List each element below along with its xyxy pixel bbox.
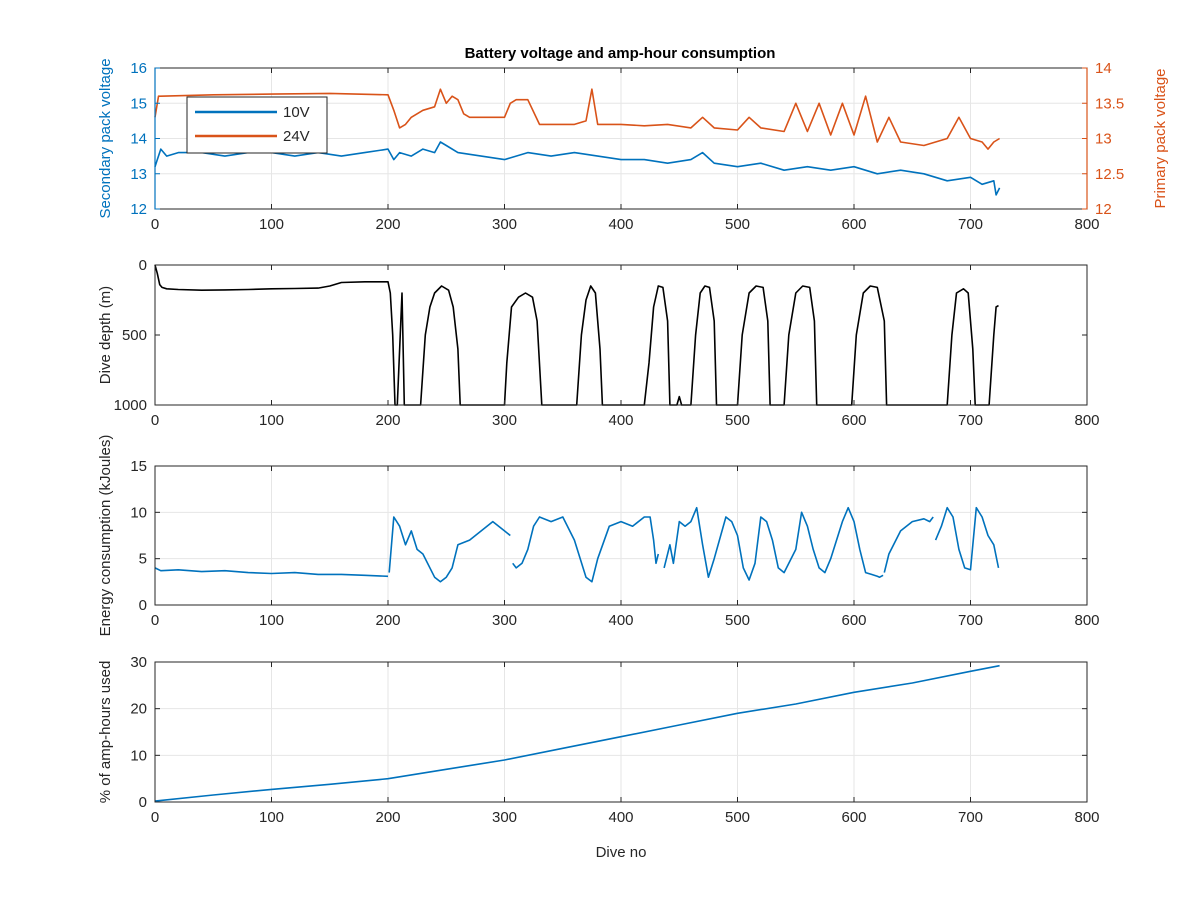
- series-line-3: [663, 506, 884, 581]
- y-tick-label: 10: [130, 504, 147, 521]
- y-tick-label: 0: [139, 597, 147, 614]
- y-right-tick-label: 14: [1095, 60, 1112, 77]
- y-tick-label: 500: [122, 327, 147, 344]
- y-axis-label: Energy consumption (kJoules): [97, 435, 114, 637]
- x-tick-label: 200: [375, 412, 400, 429]
- x-tick-label: 100: [259, 809, 284, 826]
- x-tick-label: 100: [259, 612, 284, 629]
- series-line-0: [154, 664, 1000, 802]
- y-tick-label: 20: [130, 701, 147, 718]
- x-tick-label: 600: [841, 612, 866, 629]
- x-tick-label: 0: [151, 612, 159, 629]
- x-tick-label: 800: [1074, 809, 1099, 826]
- y-right-tick-label: 12.5: [1095, 166, 1124, 183]
- x-tick-label: 700: [958, 412, 983, 429]
- x-tick-label: 600: [841, 412, 866, 429]
- y-tick-label: 10: [130, 747, 147, 764]
- series-group: [154, 506, 1000, 583]
- x-tick-label: 200: [375, 216, 400, 233]
- x-tick-label: 500: [725, 412, 750, 429]
- y-tick-label: 16: [130, 60, 147, 77]
- x-tick-label: 700: [958, 216, 983, 233]
- y-tick-label: 5: [139, 551, 147, 568]
- series-line-1: [388, 516, 511, 583]
- y-axis-label: Secondary pack voltage: [97, 58, 114, 218]
- legend-label-24V: 24V: [283, 128, 310, 145]
- y-tick-label: 30: [130, 654, 147, 671]
- x-tick-label: 500: [725, 809, 750, 826]
- x-tick-label: 400: [608, 412, 633, 429]
- series-line-0: [154, 567, 389, 578]
- x-tick-label: 700: [958, 612, 983, 629]
- y-right-tick-label: 13.5: [1095, 95, 1124, 112]
- y-tick-label: 15: [130, 458, 147, 475]
- figure-title: Battery voltage and amp-hour consumption: [465, 45, 776, 62]
- y-tick-label: 12: [130, 201, 147, 218]
- series-line-2: [512, 516, 660, 583]
- x-tick-label: 0: [151, 412, 159, 429]
- x-tick-label: 0: [151, 216, 159, 233]
- subplot-1: 0 100 200 300 400 500 600 700 80012131415161212.…: [97, 58, 1169, 233]
- x-tick-label: 600: [841, 216, 866, 233]
- series-line-24V-0: [154, 88, 1001, 150]
- x-tick-label: 600: [841, 809, 866, 826]
- x-axis-label: Dive no: [596, 844, 647, 861]
- subplot-4: 0 100 200 300 400 500 600 700 800 0 10 20 30 % of amp…: [97, 654, 1100, 861]
- x-tick-label: 200: [375, 809, 400, 826]
- y-tick-label: 15: [130, 95, 147, 112]
- y-tick-label: 13: [130, 166, 147, 183]
- y-right-tick-label: 12: [1095, 201, 1112, 218]
- legend-box: [186, 96, 328, 154]
- subplot-3: 0 100 200 300 400 500 600 700 800 0 5 10 15 Energy co…: [97, 435, 1100, 637]
- x-tick-label: 400: [608, 809, 633, 826]
- x-tick-label: 300: [492, 612, 517, 629]
- plots: 0 100 200 300 400 500 600 700 80012131415161212.…: [97, 58, 1169, 861]
- y-tick-label: 0: [139, 257, 147, 274]
- x-tick-label: 800: [1074, 412, 1099, 429]
- x-tick-label: 100: [259, 216, 284, 233]
- x-tick-label: 300: [492, 412, 517, 429]
- x-tick-label: 400: [608, 612, 633, 629]
- x-tick-label: 300: [492, 216, 517, 233]
- x-tick-label: 300: [492, 809, 517, 826]
- x-tick-label: 400: [608, 216, 633, 233]
- x-tick-label: 500: [725, 216, 750, 233]
- series-line-4: [883, 516, 934, 573]
- y-axis-label-right: Primary pack voltage: [1152, 68, 1169, 208]
- x-tick-label: 100: [259, 412, 284, 429]
- legend-label-10V: 10V: [283, 104, 310, 121]
- series-group: [154, 664, 1000, 802]
- y-tick-label: 14: [130, 131, 147, 148]
- y-axis-label: Dive depth (m): [97, 286, 114, 384]
- series-line-5: [934, 506, 1000, 571]
- y-tick-label: 1000: [114, 397, 147, 414]
- y-axis-label: % of amp-hours used: [97, 661, 114, 804]
- x-tick-label: 700: [958, 809, 983, 826]
- y-right-tick-label: 13: [1095, 131, 1112, 148]
- y-tick-label: 0: [139, 794, 147, 811]
- x-tick-label: 200: [375, 612, 400, 629]
- x-tick-label: 800: [1074, 216, 1099, 233]
- x-tick-label: 800: [1074, 612, 1099, 629]
- x-tick-label: 500: [725, 612, 750, 629]
- x-tick-label: 0: [151, 809, 159, 826]
